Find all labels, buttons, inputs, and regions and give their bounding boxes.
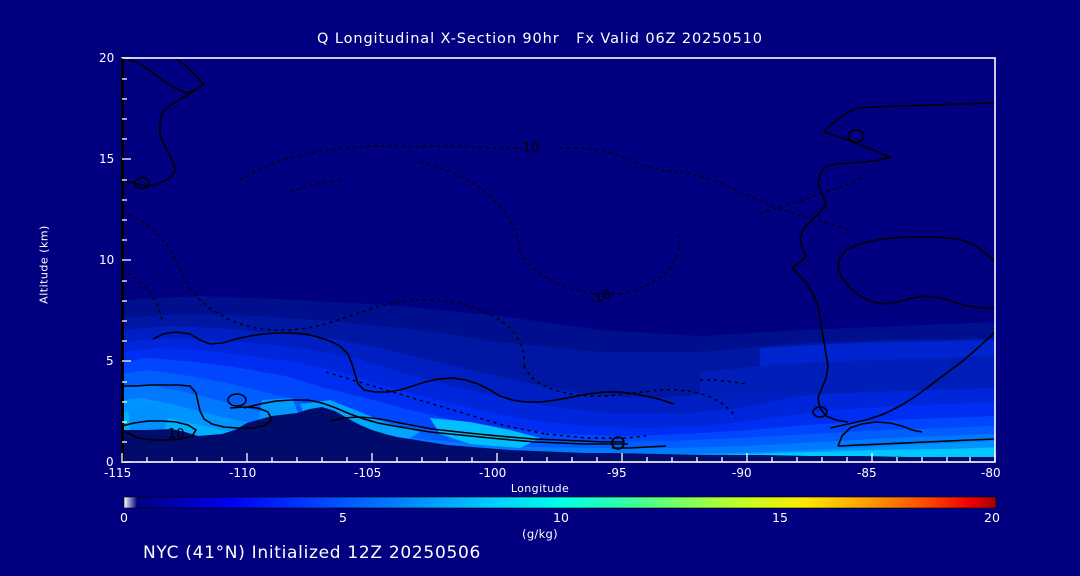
x-tick-label-4: -95: [607, 466, 627, 480]
contour-closed-loop-right-a: [847, 129, 865, 143]
y-ticks: [122, 57, 131, 463]
contour-dash-mid-b: [519, 251, 620, 295]
contour-dash-mid-a: [419, 161, 521, 253]
x-tick-label-0: -115: [104, 466, 132, 480]
y-tick-label-0: 0: [106, 455, 114, 469]
contour-closed-loop-mid: [227, 393, 247, 407]
x-tick-label-5: -90: [732, 466, 752, 480]
contour-closed-loop-ul: [134, 176, 150, 190]
contour-solid-mid-a: [152, 331, 675, 405]
contour-dash-surface-b: [545, 433, 647, 439]
contour-dash-surface-c: [700, 379, 749, 385]
contour-dash-upper-d: [679, 171, 851, 231]
colorbar-outline: [123, 496, 997, 509]
contour-solid-surface-a: [243, 399, 628, 445]
colorbar-tick-label-3: 15: [772, 510, 788, 525]
y-tick-label-2: 10: [99, 253, 115, 267]
x-ticks: [121, 453, 996, 462]
contour-solid-right-f: [837, 421, 923, 447]
contour-dash-surface-a: [325, 371, 547, 435]
contour-solid-ul: [122, 88, 198, 187]
contour-solid-ul-top: [122, 58, 206, 94]
contour-solid-mid-b: [122, 384, 274, 429]
moisture-field: -10 -10 10: [122, 58, 995, 462]
contour-solid-mid-c: [122, 420, 198, 441]
terrain-mask: [122, 407, 995, 462]
contour-solid-right-e: [837, 438, 995, 447]
contour-solid-right-c: [837, 249, 995, 309]
contour-label-minus10-upper: -10: [518, 141, 539, 156]
contour-solid-right-b: [845, 236, 995, 263]
x-axis-label: Longitude: [510, 482, 570, 495]
contour-dash-upper-c: [560, 147, 681, 173]
y-tick-label-4: 20: [99, 51, 115, 65]
contour-closed-loop-right-b: [812, 406, 828, 418]
dashed-contours: [122, 145, 867, 439]
contour-dash-right-a: [759, 175, 867, 215]
x-tick-label-3: -100: [479, 466, 507, 480]
contour-label-minus10-mid: -10: [588, 287, 613, 309]
contour-dash-upper-a: [239, 145, 417, 181]
y-tick-label-3: 15: [99, 152, 115, 166]
contour-label-10-surface: 10: [168, 427, 185, 442]
colorbar-tick-label-0: 0: [120, 510, 128, 525]
colorbar-unit-label: (g/kg): [522, 527, 558, 541]
contour-dash-mid-f: [523, 365, 661, 397]
x-tick-label-7: -80: [981, 466, 1001, 480]
contour-solid-surface-b: [329, 416, 624, 443]
x-tick-label-1: -110: [229, 466, 257, 480]
contour-dash-mid-e: [416, 299, 525, 366]
colorbar-tick-label-2: 10: [553, 510, 569, 525]
q-layer-right-elevated2: [700, 356, 995, 398]
y-axis-label: Altitude (km): [37, 225, 51, 304]
contour-dash-upper-b: [415, 145, 520, 149]
x-tick-label-2: -105: [354, 466, 382, 480]
colorbar: [124, 497, 996, 508]
y-tick-label-1: 5: [106, 354, 114, 368]
contour-dash-left-a: [122, 211, 241, 325]
contour-solid-right-d: [829, 331, 995, 429]
contour-solid-right-a: [790, 102, 995, 423]
colorbar-tick-label-1: 5: [339, 510, 347, 525]
contour-dash-right-b: [289, 179, 345, 193]
x-tick-label-6: -85: [857, 466, 877, 480]
contour-closed-loop-surface: [611, 436, 625, 450]
colorbar-tick-label-4: 20: [984, 510, 1000, 525]
chart-title: Q Longitudinal X-Section 90hr Fx Valid 0…: [317, 31, 763, 47]
solid-contours: [122, 58, 995, 450]
figure-footer: NYC (41°N) Initialized 12Z 20250506: [143, 543, 482, 563]
contour-solid-surface-c: [612, 445, 667, 449]
contour-dash-left-b: [122, 269, 163, 321]
